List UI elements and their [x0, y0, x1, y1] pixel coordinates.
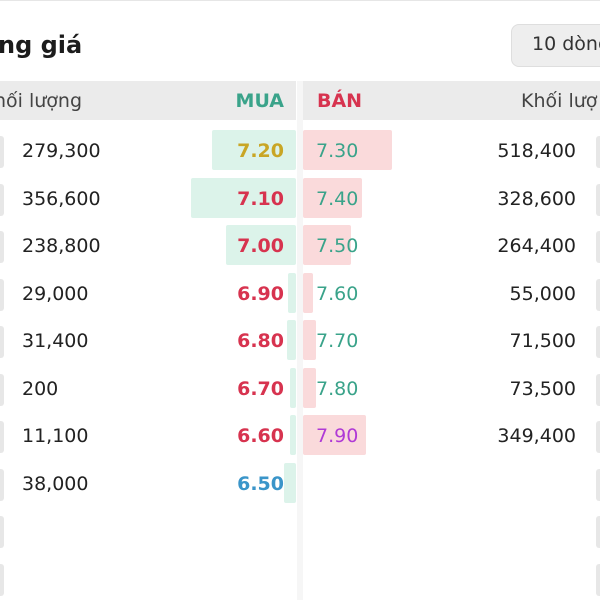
sell-depth-bar — [303, 320, 316, 360]
row-edge-left — [0, 516, 4, 548]
sell-price[interactable]: 7.40 — [316, 187, 359, 210]
sell-header: BÁN Khối lượ — [303, 81, 600, 120]
sell-volume: 55,000 — [509, 282, 576, 305]
buy-price[interactable]: 6.50 — [237, 472, 284, 495]
buy-depth-bar — [290, 367, 296, 408]
sell-price[interactable]: 7.90 — [316, 425, 359, 447]
sell-price[interactable]: 7.30 — [316, 140, 359, 162]
row-edge-right — [596, 421, 600, 453]
row-edge-left — [0, 468, 4, 501]
order-row[interactable]: 238,800 7.00 7.50 264,400 — [0, 223, 600, 271]
row-edge-right — [596, 563, 600, 596]
buy-volume: 31,400 — [22, 330, 89, 352]
buy-price[interactable]: 6.70 — [237, 377, 284, 400]
column-divider — [297, 81, 303, 600]
rows-count-button[interactable]: 10 dòng — [511, 24, 600, 67]
sell-depth-bar — [303, 272, 313, 313]
buy-price[interactable]: 6.90 — [237, 282, 284, 305]
order-row[interactable] — [0, 556, 600, 600]
row-edge-left — [0, 136, 4, 168]
sell-price[interactable]: 7.50 — [316, 235, 359, 257]
sell-header-label: BÁN — [317, 90, 363, 112]
order-row[interactable]: 11,100 6.60 7.90 349,400 — [0, 413, 600, 461]
buy-depth-bar — [212, 130, 296, 170]
row-edge-right — [596, 373, 600, 406]
buy-depth-bar — [226, 225, 296, 265]
buy-volume: 11,100 — [22, 425, 89, 447]
row-edge-left — [0, 183, 4, 216]
buy-volume: 238,800 — [22, 235, 101, 257]
buy-price[interactable]: 7.20 — [237, 140, 284, 162]
sell-price[interactable]: 7.80 — [316, 377, 359, 400]
row-edge-right — [596, 278, 600, 311]
buy-volume: 279,300 — [22, 140, 101, 162]
buy-header: hối lượng MUA — [0, 81, 296, 120]
buy-price[interactable]: 6.60 — [237, 425, 284, 447]
sell-volume: 71,500 — [509, 330, 576, 352]
sell-depth-bar — [303, 415, 366, 455]
order-row[interactable]: 200 6.70 7.80 73,500 — [0, 366, 600, 414]
buy-volume: 356,600 — [22, 187, 101, 210]
row-edge-left — [0, 373, 4, 406]
order-row[interactable] — [0, 508, 600, 556]
sell-price[interactable]: 7.60 — [316, 282, 359, 305]
buy-price[interactable]: 6.80 — [237, 330, 284, 352]
row-edge-left — [0, 563, 4, 596]
row-edge-left — [0, 231, 4, 263]
sell-volume: 328,600 — [497, 187, 576, 210]
sell-volume: 349,400 — [497, 425, 576, 447]
buy-volume: 29,000 — [22, 282, 89, 305]
sell-volume: 264,400 — [497, 235, 576, 257]
row-edge-right — [596, 136, 600, 168]
order-row[interactable]: 29,000 6.90 7.60 55,000 — [0, 271, 600, 319]
sell-volume: 518,400 — [497, 140, 576, 162]
page-title: ng giá — [0, 31, 83, 59]
sell-depth-bar — [303, 367, 316, 408]
row-edge-left — [0, 421, 4, 453]
sell-depth-bar — [303, 130, 392, 170]
buy-volume: 200 — [22, 377, 59, 400]
order-row[interactable]: 31,400 6.80 7.70 71,500 — [0, 318, 600, 366]
row-edge-left — [0, 278, 4, 311]
sell-depth-bar — [303, 177, 362, 218]
sell-price[interactable]: 7.70 — [316, 330, 359, 352]
buy-depth-bar — [284, 462, 296, 503]
row-edge-right — [596, 231, 600, 263]
buy-volume: 38,000 — [22, 472, 89, 495]
buy-header-label: MUA — [235, 90, 284, 112]
order-row[interactable]: 38,000 6.50 — [0, 461, 600, 509]
buy-volume-header: hối lượng — [0, 90, 83, 112]
buy-depth-bar — [287, 320, 296, 360]
row-edge-right — [596, 516, 600, 548]
sell-volume-header: Khối lượ — [521, 90, 598, 112]
row-edge-right — [596, 468, 600, 501]
buy-price[interactable]: 7.00 — [237, 235, 284, 257]
row-edge-right — [596, 326, 600, 358]
buy-depth-bar — [191, 177, 296, 218]
sell-depth-bar — [303, 225, 351, 265]
row-edge-left — [0, 326, 4, 358]
buy-depth-bar — [290, 415, 296, 455]
order-row[interactable]: 356,600 7.10 7.40 328,600 — [0, 176, 600, 224]
order-row[interactable]: 279,300 7.20 7.30 518,400 — [0, 128, 600, 176]
sell-volume: 73,500 — [509, 377, 576, 400]
row-edge-right — [596, 183, 600, 216]
buy-depth-bar — [288, 272, 296, 313]
buy-price[interactable]: 7.10 — [237, 187, 284, 210]
